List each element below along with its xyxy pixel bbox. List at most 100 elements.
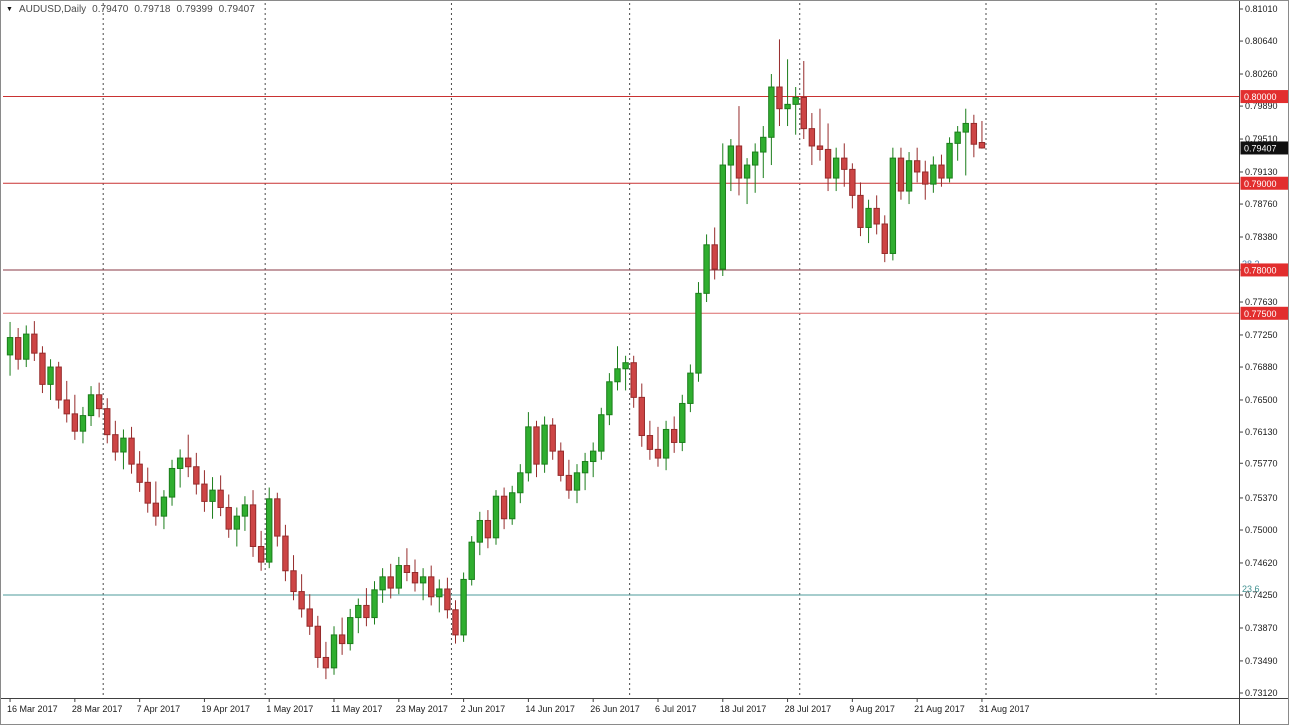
date-tick-label: 28 Jul 2017 [785, 704, 832, 714]
candle-body [185, 457, 192, 468]
symbol-dropdown-icon[interactable]: ▼ [6, 5, 13, 13]
date-tick-label: 14 Jun 2017 [525, 704, 575, 714]
price-tick-label: 0.76880 [1245, 362, 1278, 372]
date-tick-label: 6 Jul 2017 [655, 704, 697, 714]
price-tick-label: 0.73870 [1245, 623, 1278, 633]
candle-body [970, 122, 978, 145]
price-tick-label: 0.78380 [1245, 232, 1278, 242]
candle-body [581, 461, 589, 474]
candle-body [930, 164, 937, 185]
candle-body [865, 207, 872, 228]
current-price-badge [1240, 141, 1288, 155]
candle-body [598, 414, 605, 452]
candle-body [727, 145, 735, 166]
price-level-badge-text: 0.77500 [1244, 309, 1277, 319]
candle-body [695, 292, 702, 374]
candle-body [508, 492, 516, 520]
candle-body [419, 576, 427, 584]
candle-body [954, 131, 961, 144]
candle-body [87, 394, 95, 417]
price-tick-label: 0.80640 [1245, 36, 1278, 46]
candle-body [905, 160, 913, 192]
candle-body [646, 435, 654, 450]
candle-body [201, 483, 208, 502]
candle-body [371, 589, 378, 619]
candle-body [282, 535, 289, 572]
candle-body [347, 617, 354, 645]
candle-body [14, 337, 22, 360]
date-tick-label: 23 May 2017 [396, 704, 448, 714]
candle-body [128, 437, 135, 465]
price-tick-label: 0.77250 [1245, 330, 1278, 340]
candle-body [687, 372, 694, 404]
price-tick-label: 0.78760 [1245, 199, 1278, 209]
candle-body [403, 565, 411, 573]
candle-body [792, 96, 799, 105]
ohlc-open-value: 0.79470 [92, 4, 129, 15]
candle-body [39, 352, 46, 385]
candle-body [784, 103, 791, 110]
price-tick-label: 0.77630 [1245, 297, 1278, 307]
candle-body [104, 408, 111, 436]
candle-body [800, 96, 807, 130]
candle-body [606, 381, 613, 416]
candle-body [776, 86, 783, 110]
candle-body [31, 333, 38, 354]
candle-body [338, 634, 346, 645]
candle-body [209, 489, 216, 502]
price-tick-label: 0.74620 [1245, 558, 1278, 568]
candle-body [249, 504, 257, 547]
candle-body [411, 571, 419, 584]
candle-body [978, 142, 986, 149]
date-tick-label: 1 May 2017 [266, 704, 313, 714]
candle-body [768, 86, 775, 138]
candle-body [743, 164, 751, 179]
candle-body [290, 570, 297, 593]
candle-body [946, 142, 953, 179]
price-tick-label: 0.73120 [1245, 688, 1278, 698]
candle-body [363, 604, 370, 619]
candle-body [193, 466, 200, 485]
candle-body [355, 604, 362, 619]
candle-body [436, 588, 443, 598]
candle-body [168, 467, 176, 498]
candle-body [387, 576, 394, 589]
price-level-badge-text: 0.78000 [1244, 265, 1277, 275]
price-level-badge [1240, 306, 1288, 320]
candle-body [144, 481, 151, 504]
candle-body [719, 164, 726, 270]
candle-body [120, 437, 127, 453]
price-level-badge [1240, 263, 1288, 277]
candle-body [711, 244, 718, 270]
candle-body [881, 223, 888, 254]
date-tick-label: 9 Aug 2017 [849, 704, 895, 714]
candle-body [654, 448, 662, 459]
candle-body [962, 122, 969, 133]
current-price-badge-text: 0.79407 [1244, 143, 1277, 153]
price-tick-label: 0.79890 [1245, 101, 1278, 111]
candle-body [298, 591, 305, 610]
date-tick-label: 26 Jun 2017 [590, 704, 640, 714]
candle-body [873, 207, 880, 225]
price-level-badge [1240, 90, 1288, 104]
candle-body [47, 366, 54, 385]
ohlc-close-value: 0.79407 [218, 4, 255, 15]
candle-body [460, 578, 467, 636]
candle-body [662, 428, 670, 459]
candle-body [484, 519, 492, 539]
candle-body [79, 415, 87, 432]
candle-body [233, 515, 241, 530]
date-tick-label: 16 Mar 2017 [7, 704, 58, 714]
candle-body [95, 394, 103, 410]
candle-body [751, 151, 759, 166]
symbol-period-label: AUDUSD,Daily [18, 4, 87, 15]
ohlc-high-value: 0.79718 [134, 4, 171, 15]
candle-body [670, 428, 678, 443]
candle-body [492, 495, 500, 539]
price-tick-label: 0.79510 [1245, 134, 1278, 144]
candle-body [274, 498, 281, 537]
date-tick-label: 11 May 2017 [331, 704, 382, 714]
candle-body [849, 168, 856, 196]
